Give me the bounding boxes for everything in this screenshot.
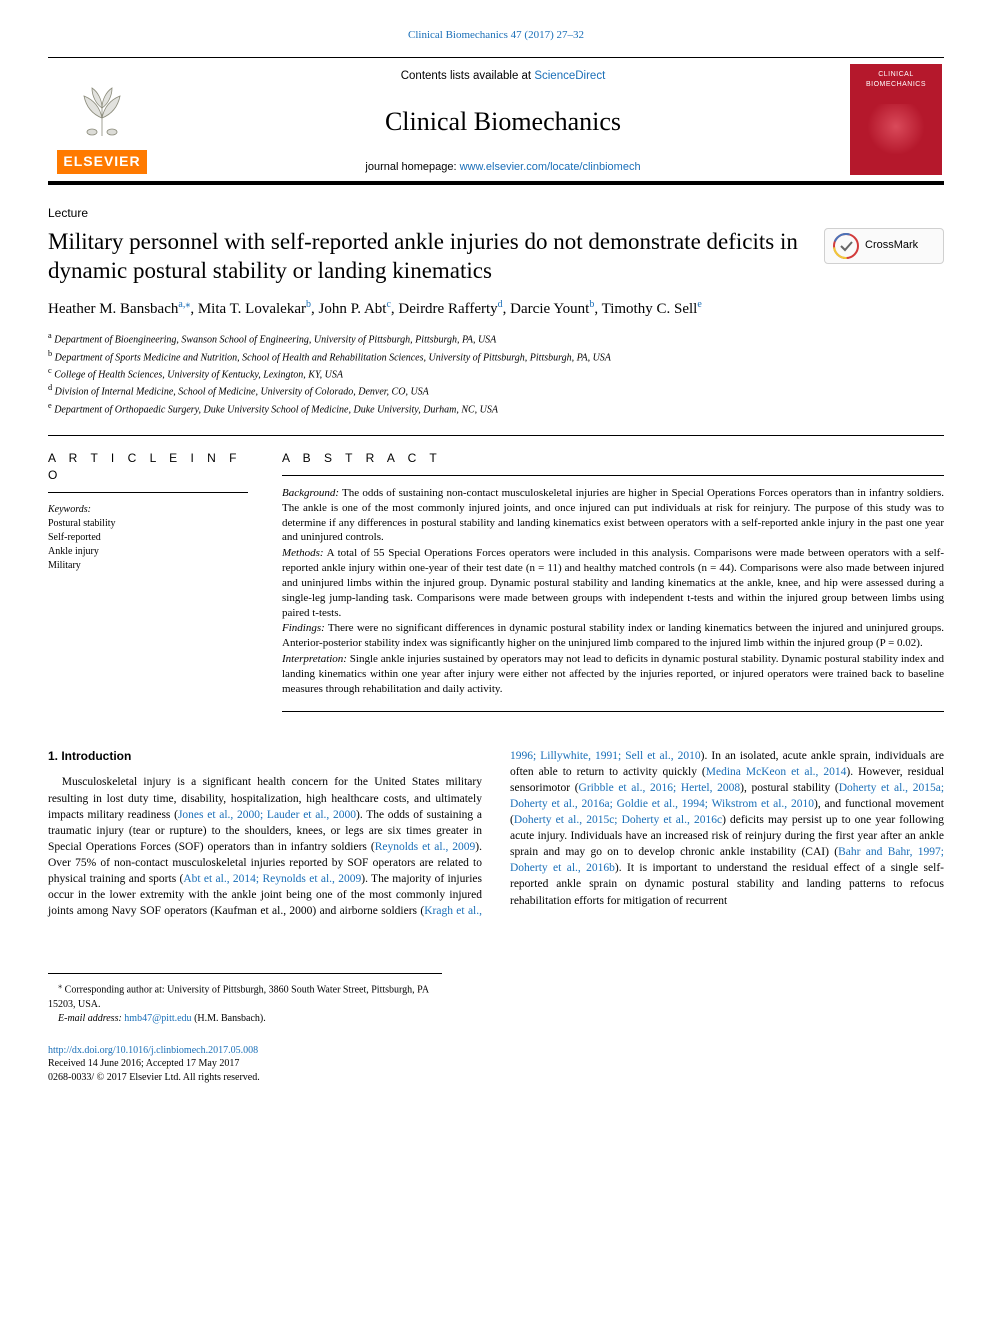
title-row: Military personnel with self-reported an… [48, 228, 944, 286]
citation-link[interactable]: Doherty et al., 2015c; Doherty et al., 2… [514, 814, 722, 826]
keywords-list: Postural stabilitySelf-reportedAnkle inj… [48, 517, 248, 573]
article-type: Lecture [48, 205, 944, 222]
abstract: A B S T R A C T Background: The odds of … [282, 450, 944, 712]
affil-link[interactable]: b [306, 299, 311, 310]
copyright-line: 0268-0033/ © 2017 Elsevier Ltd. All righ… [48, 1071, 944, 1085]
corr-marker: ⁎ [58, 981, 62, 990]
citation-link[interactable]: Bahr and Bahr, 1997; Doherty et al., 201… [510, 846, 944, 874]
affiliation: a Department of Bioengineering, Swanson … [48, 330, 944, 347]
citation-link[interactable]: Reynolds et al., 2009 [375, 841, 476, 853]
cover-title: CLINICAL BIOMECHANICS [854, 70, 938, 90]
keyword: Postural stability [48, 517, 248, 531]
affiliation: e Department of Orthopaedic Surgery, Duk… [48, 400, 944, 417]
authors-list: Heather M. Bansbacha,⁎, Mita T. Lovaleka… [48, 298, 944, 321]
crossmark-label: CrossMark [865, 238, 918, 253]
abstract-body: Background: The odds of sustaining non-c… [282, 486, 944, 697]
citation-link[interactable]: Jones et al., 2000; Lauder et al., 2000 [178, 809, 356, 821]
affil-link[interactable]: d [498, 299, 503, 310]
header-center: Contents lists available at ScienceDirec… [156, 58, 850, 181]
homepage-prefix: journal homepage: [365, 161, 459, 173]
body-columns: 1. Introduction Musculoskeletal injury i… [48, 748, 944, 920]
sciencedirect-link[interactable]: ScienceDirect [534, 70, 605, 82]
affil-link[interactable]: b [589, 299, 594, 310]
keyword: Ankle injury [48, 545, 248, 559]
background-label: Background: [282, 487, 339, 499]
author: Mita T. Lovalekarb [198, 301, 311, 317]
corr-text: Corresponding author at: University of P… [48, 985, 429, 1010]
interpretation-label: Interpretation: [282, 653, 347, 665]
elsevier-wordmark: ELSEVIER [57, 150, 146, 174]
interpretation-text: Single ankle injuries sustained by opera… [282, 653, 944, 695]
journal-cover-thumb[interactable]: CLINICAL BIOMECHANICS [850, 64, 942, 175]
contents-prefix: Contents lists available at [401, 70, 535, 82]
findings-text: There were no significant differences in… [282, 622, 944, 649]
homepage-line: journal homepage: www.elsevier.com/locat… [164, 160, 842, 175]
journal-homepage-link[interactable]: www.elsevier.com/locate/clinbiomech [460, 161, 641, 173]
crossmark-icon [833, 233, 859, 259]
citation-link[interactable]: Gribble et al., 2016; Hertel, 2008 [579, 782, 741, 794]
author: John P. Abtc [319, 301, 391, 317]
doi-link[interactable]: http://dx.doi.org/10.1016/j.clinbiomech.… [48, 1045, 258, 1056]
top-journal-ref: Clinical Biomechanics 47 (2017) 27–32 [48, 28, 944, 43]
journal-name: Clinical Biomechanics [164, 104, 842, 140]
author: Darcie Yountb [510, 301, 594, 317]
abstract-head: A B S T R A C T [282, 450, 944, 476]
corr-email-link[interactable]: hmb47@pitt.edu [124, 1013, 191, 1024]
affiliations-list: a Department of Bioengineering, Swanson … [48, 330, 944, 417]
keyword: Self-reported [48, 531, 248, 545]
author: Timothy C. Selle [602, 301, 702, 317]
footnotes: ⁎ Corresponding author at: University of… [48, 973, 442, 1025]
keyword: Military [48, 559, 248, 573]
citation-link[interactable]: Medina McKeon et al., 2014 [706, 766, 847, 778]
elsevier-tree-icon [62, 66, 142, 146]
findings-label: Findings: [282, 622, 325, 634]
elsevier-logo[interactable]: ELSEVIER [48, 58, 156, 181]
top-journal-ref-link[interactable]: Clinical Biomechanics 47 (2017) 27–32 [408, 29, 584, 41]
section-1-head: 1. Introduction [48, 748, 482, 765]
journal-header: ELSEVIER Contents lists available at Sci… [48, 57, 944, 185]
affiliation: c College of Health Sciences, University… [48, 365, 944, 382]
author: Heather M. Bansbacha,⁎ [48, 301, 190, 317]
article-info: A R T I C L E I N F O Keywords: Postural… [48, 450, 248, 712]
citation-link[interactable]: Abt et al., 2014; Reynolds et al., 2009 [183, 873, 361, 885]
methods-label: Methods: [282, 547, 324, 559]
email-label: E-mail address: [58, 1013, 122, 1024]
article-info-head: A R T I C L E I N F O [48, 450, 248, 493]
affil-link[interactable]: c [386, 299, 390, 310]
affiliation: b Department of Sports Medicine and Nutr… [48, 348, 944, 365]
abstract-bottom-rule [282, 711, 944, 712]
email-owner: (H.M. Bansbach). [194, 1013, 266, 1024]
cover-art-icon [866, 104, 926, 154]
corresponding-author-footnote: ⁎ Corresponding author at: University of… [48, 980, 442, 1011]
info-abstract-row: A R T I C L E I N F O Keywords: Postural… [48, 450, 944, 712]
separator-rule [48, 435, 944, 436]
email-footnote: E-mail address: hmb47@pitt.edu (H.M. Ban… [48, 1012, 442, 1026]
citation-link[interactable]: Kragh et al., 1996; Lillywhite, 1991; Se… [424, 750, 700, 918]
contents-available-line: Contents lists available at ScienceDirec… [164, 68, 842, 84]
affil-link[interactable]: e [697, 299, 701, 310]
keywords-label: Keywords: [48, 503, 248, 517]
crossmark-badge[interactable]: CrossMark [824, 228, 944, 264]
journal-footer: http://dx.doi.org/10.1016/j.clinbiomech.… [48, 1044, 944, 1085]
author: Deirdre Raffertyd [398, 301, 502, 317]
received-accepted: Received 14 June 2016; Accepted 17 May 2… [48, 1057, 944, 1071]
intro-paragraph: Musculoskeletal injury is a significant … [48, 748, 944, 920]
article-title: Military personnel with self-reported an… [48, 228, 804, 286]
background-text: The odds of sustaining non-contact muscu… [282, 487, 944, 544]
methods-text: A total of 55 Special Operations Forces … [282, 547, 944, 618]
affiliation: d Division of Internal Medicine, School … [48, 382, 944, 399]
